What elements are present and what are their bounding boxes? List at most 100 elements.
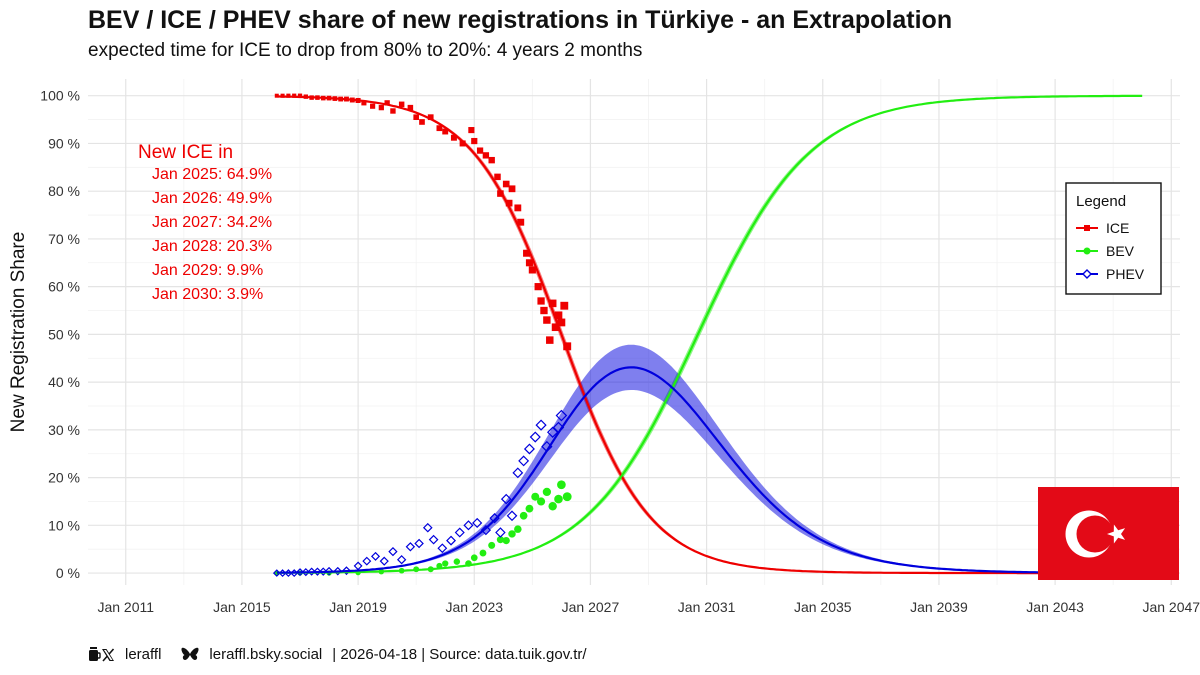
legend: Legend ICE BEV PHEV [1065, 182, 1162, 295]
bev-data-point [562, 492, 572, 502]
phev-data-point [362, 556, 372, 566]
y-tick-label: 30 % [48, 422, 80, 438]
bev-data-point [554, 494, 563, 504]
ice-data-point [370, 103, 376, 109]
annotation-line: Jan 2027: 34.2% [152, 214, 272, 231]
ice-data-point [413, 114, 419, 120]
ice-data-point [525, 259, 533, 267]
x-axis: Jan 2011 Jan 2015 Jan 2019 Jan 2023 Jan 2027… [97, 599, 1200, 615]
bev-data-point [470, 554, 478, 562]
phev-data-point [301, 568, 310, 577]
ice-data-point [450, 134, 457, 141]
bev-data-point [442, 560, 449, 567]
y-tick-label: 40 % [48, 374, 80, 390]
ice-data-point [361, 100, 367, 106]
ice-data-point [419, 119, 425, 125]
phev-data-point [428, 534, 439, 545]
phev-fit-line [276, 366, 1140, 575]
ice-data-point [514, 204, 522, 212]
ice-data-point [274, 93, 279, 98]
x-tick-label: Jan 2027 [562, 599, 620, 615]
y-tick-label: 70 % [48, 231, 80, 247]
phev-data-point [396, 555, 407, 565]
x-tick-label: Jan 2011 [97, 599, 154, 615]
phev-data-point [422, 522, 433, 533]
legend-key-marker [1084, 225, 1090, 231]
annotation-line: Jan 2025: 64.9% [152, 166, 272, 183]
bev-data-point [479, 549, 487, 557]
ice-data-point [537, 297, 545, 305]
ice-data-point [442, 128, 449, 135]
ice-data-point [528, 266, 536, 274]
ice-data-point [534, 283, 542, 291]
phev-data-point [495, 527, 506, 538]
footer-info: | 2026-04-18 | Source: data.tuik.gov.tr/ [332, 646, 587, 663]
phev-data-point [388, 546, 398, 557]
x-tick-label: Jan 2031 [678, 599, 736, 615]
ice-data-point [459, 140, 466, 147]
footer: leraffl leraffl.bsky.social | 2026-04-18… [88, 646, 587, 663]
ice-data-point [494, 173, 501, 181]
x-tick-label: Jan 2019 [329, 599, 387, 615]
x-tick-label: Jan 2023 [445, 599, 503, 615]
ice-annotation: New ICE in Jan 2025: 64.9% Jan 2026: 49.9%… [138, 142, 272, 303]
y-tick-label: 10 % [48, 517, 80, 533]
phev-data-point [446, 535, 457, 546]
legend-key-marker [1083, 247, 1091, 255]
ice-data-point [548, 299, 557, 308]
chart-title: BEV / ICE / PHEV share of new registrati… [88, 6, 953, 34]
bev-data-point [502, 536, 510, 545]
turkey-flag [1038, 487, 1179, 580]
bsky-handle: leraffl.bsky.social [209, 646, 323, 663]
legend-item-label: PHEV [1106, 266, 1145, 282]
phev-data-point [512, 467, 524, 479]
x-handle: leraffl [125, 646, 162, 663]
phev-data-point [506, 510, 518, 522]
phev-confidence-band [276, 344, 1140, 573]
annotation-line: Jan 2029: 9.9% [152, 262, 263, 279]
phev-data-point [472, 517, 483, 529]
ice-data-point [563, 342, 572, 351]
ice-data-point [540, 306, 548, 315]
phev-data-point [437, 543, 448, 554]
x-tick-label: Jan 2043 [1026, 599, 1084, 615]
legend-box [1065, 182, 1162, 295]
ice-data-point [546, 336, 554, 344]
phev-data-point [333, 566, 343, 576]
ice-data-point [508, 185, 516, 193]
ice-data-point [557, 318, 566, 327]
x-tick-label: Jan 2035 [794, 599, 852, 615]
bev-data-point [514, 525, 522, 533]
ice-data-point [551, 323, 560, 332]
y-tick-label: 100 % [40, 88, 80, 104]
ice-data-point [523, 249, 531, 257]
bev-data-point [525, 504, 534, 513]
ice-data-point [505, 199, 513, 207]
ice-data-point [482, 152, 490, 159]
bev-data-point [496, 536, 504, 544]
x-tick-label: Jan 2047 [1142, 599, 1200, 615]
ice-data-point [468, 127, 475, 134]
ice-data-point [407, 104, 414, 111]
ice-data-point [436, 125, 443, 132]
y-tick-label: 0 % [56, 565, 80, 581]
ice-data-point [517, 218, 525, 226]
bev-data-point [542, 487, 552, 497]
y-tick-label: 60 % [48, 279, 80, 295]
flag-crescent-inner [1076, 515, 1114, 553]
phev-data-point [523, 443, 535, 455]
legend-key-marker [1082, 269, 1092, 279]
butterfly-icon [181, 647, 199, 660]
bev-data-point [557, 480, 566, 490]
phev-data-point [500, 493, 512, 505]
phev-data-point [463, 520, 474, 531]
ice-points [274, 93, 572, 351]
phev-data-point [518, 455, 530, 467]
x-tick-label: Jan 2015 [213, 599, 271, 615]
bev-data-point [536, 497, 546, 506]
chart-subtitle: expected time for ICE to drop from 80% t… [88, 40, 643, 61]
phev-data-point [405, 542, 416, 552]
phev-data-point [342, 566, 351, 576]
ice-data-point [471, 137, 478, 145]
phev-data-point [555, 409, 568, 422]
